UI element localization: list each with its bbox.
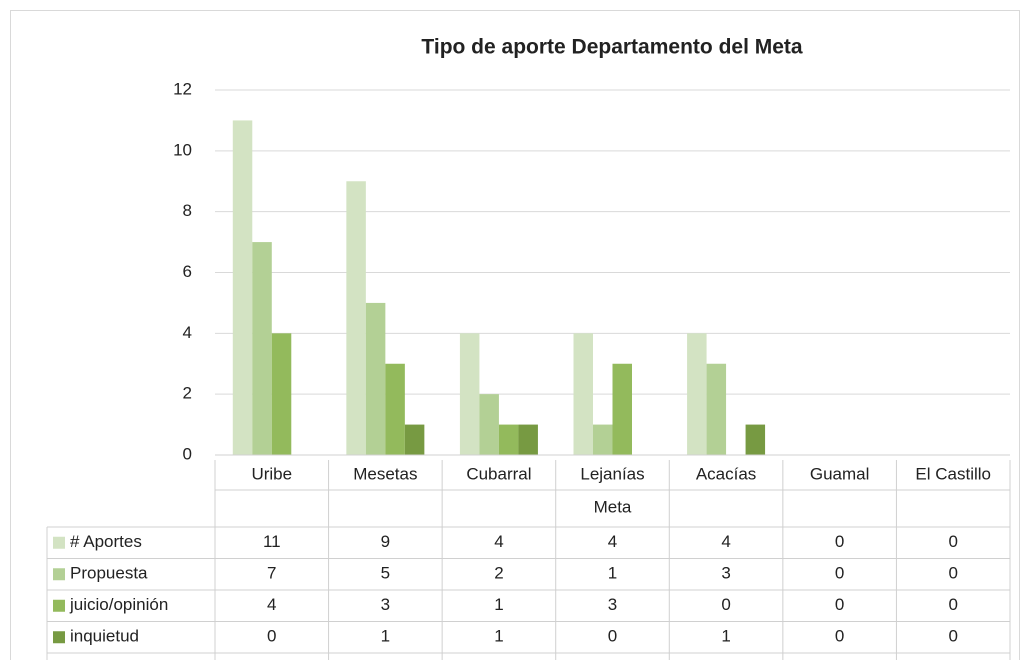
x-tick-label: Cubarral bbox=[466, 464, 531, 483]
bar bbox=[687, 333, 707, 455]
y-tick-label: 4 bbox=[183, 323, 192, 342]
y-tick-label: 10 bbox=[173, 140, 192, 159]
group-label: Meta bbox=[594, 497, 632, 516]
bar bbox=[252, 242, 272, 455]
table-cell: 0 bbox=[721, 595, 730, 614]
bar bbox=[593, 424, 613, 455]
bar bbox=[745, 424, 766, 455]
table-cell: 0 bbox=[608, 627, 617, 646]
table-cell: 1 bbox=[721, 627, 730, 646]
table-cell: 1 bbox=[608, 564, 617, 583]
bar bbox=[365, 302, 386, 455]
table-cell: 0 bbox=[948, 532, 957, 551]
x-tick-label: Acacías bbox=[696, 464, 756, 483]
bar bbox=[232, 120, 253, 456]
bar bbox=[573, 333, 593, 455]
legend-label: # Aportes bbox=[70, 532, 142, 551]
y-tick-label: 12 bbox=[173, 79, 192, 98]
legend-swatch bbox=[53, 536, 65, 549]
table-cell: 0 bbox=[948, 627, 957, 646]
chart-border bbox=[10, 10, 1020, 665]
table-cell: 1 bbox=[494, 627, 503, 646]
x-tick-label: El Castillo bbox=[915, 464, 991, 483]
bar bbox=[518, 424, 538, 455]
bar bbox=[479, 394, 499, 455]
bar bbox=[612, 363, 632, 455]
legend-swatch bbox=[53, 631, 65, 644]
table-cell: 0 bbox=[835, 595, 844, 614]
table-cell: 4 bbox=[721, 532, 730, 551]
x-tick-label: Mesetas bbox=[353, 464, 417, 483]
legend-label: inquietud bbox=[70, 627, 139, 646]
table-cell: 3 bbox=[721, 564, 730, 583]
table-cell: 4 bbox=[494, 532, 503, 551]
table-cell: 2 bbox=[494, 564, 503, 583]
bar bbox=[498, 424, 519, 455]
x-tick-label: Uribe bbox=[251, 464, 292, 483]
bar bbox=[385, 363, 405, 455]
legend-swatch bbox=[53, 568, 65, 581]
table-cell: 0 bbox=[835, 564, 844, 583]
table-cell: 0 bbox=[948, 564, 957, 583]
legend-swatch bbox=[53, 599, 65, 612]
table-cell: 4 bbox=[608, 532, 617, 551]
bar bbox=[346, 181, 366, 455]
table-cell: 1 bbox=[381, 627, 390, 646]
table-cell: 9 bbox=[381, 532, 390, 551]
bar bbox=[706, 363, 727, 455]
table-cell: 1 bbox=[494, 595, 503, 614]
legend-label: juicio/opinión bbox=[69, 595, 168, 614]
table-cell: 0 bbox=[835, 532, 844, 551]
table-cell: 3 bbox=[608, 595, 617, 614]
x-tick-label: Lejanías bbox=[580, 464, 644, 483]
table-cell: 4 bbox=[267, 595, 276, 614]
x-tick-label: Guamal bbox=[810, 464, 870, 483]
table-cell: 0 bbox=[835, 627, 844, 646]
table-cell: 3 bbox=[381, 595, 390, 614]
table-cell: 0 bbox=[948, 595, 957, 614]
bar bbox=[404, 424, 425, 455]
chart-title: Tipo de aporte Departamento del Meta bbox=[421, 36, 802, 59]
y-tick-label: 8 bbox=[183, 201, 192, 220]
y-tick-label: 2 bbox=[183, 384, 192, 403]
y-tick-label: 0 bbox=[183, 444, 192, 463]
bar bbox=[271, 333, 292, 455]
y-tick-label: 6 bbox=[183, 262, 192, 281]
table-cell: 11 bbox=[263, 532, 281, 551]
table-cell: 0 bbox=[267, 627, 276, 646]
bar bbox=[459, 333, 480, 455]
table-cell: 5 bbox=[381, 564, 390, 583]
legend-label: Propuesta bbox=[70, 564, 148, 583]
table-cell: 7 bbox=[267, 564, 276, 583]
